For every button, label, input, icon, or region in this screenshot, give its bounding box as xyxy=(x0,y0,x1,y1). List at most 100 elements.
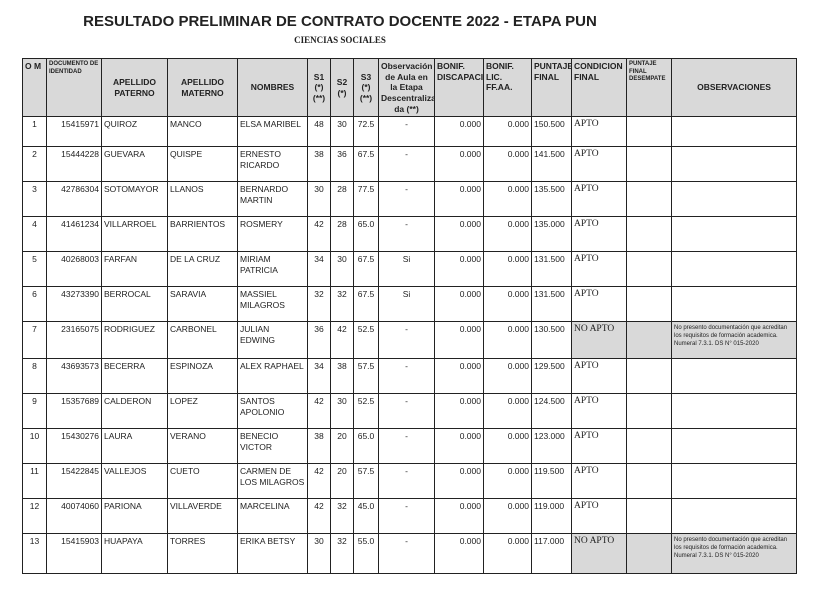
cell-puntaje-final: 117.000 xyxy=(531,533,572,575)
cell-observaciones xyxy=(671,463,797,500)
results-table: O M DOCUMENTO DE IDENTIDAD APELLIDO PATERN… xyxy=(22,57,797,575)
cell-apellido-materno: VERANO xyxy=(167,428,238,465)
col-documento-header: DOCUMENTO DE IDENTIDAD xyxy=(46,57,102,118)
cell-condicion-final: NO APTO xyxy=(571,321,627,360)
cell-nombres: BENECIO VICTOR xyxy=(237,428,308,465)
cell-s1: 42 xyxy=(307,393,331,430)
cell-s3: 67.5 xyxy=(353,251,379,288)
cell-puntaje-desempate xyxy=(626,358,672,395)
cell-s3: 67.5 xyxy=(353,146,379,183)
cell-observacion-aula: - xyxy=(378,498,435,535)
cell-apellido-paterno: HUAPAYA xyxy=(101,533,168,575)
cell-nombres: ALEX RAPHAEL xyxy=(237,358,308,395)
cell-bonif-discapacidad: 0.000 xyxy=(434,251,484,288)
cell-om: 12 xyxy=(22,498,47,535)
cell-nombres: SANTOS APOLONIO xyxy=(237,393,308,430)
table-row: 13 15415903 HUAPAYA TORRES ERIKA BETSY 30 32 55… xyxy=(22,533,797,575)
cell-apellido-paterno: LAURA xyxy=(101,428,168,465)
col-s3-header: S3 (*) (**) xyxy=(353,57,379,118)
cell-observacion-aula: - xyxy=(378,116,435,148)
cell-s2: 32 xyxy=(330,498,354,535)
cell-om: 8 xyxy=(22,358,47,395)
cell-om: 1 xyxy=(22,116,47,148)
cell-condicion-final: APTO xyxy=(571,216,627,253)
cell-bonif-discapacidad: 0.000 xyxy=(434,393,484,430)
cell-apellido-materno: ESPINOZA xyxy=(167,358,238,395)
cell-puntaje-desempate xyxy=(626,116,672,148)
cell-observaciones xyxy=(671,116,797,148)
cell-s2: 36 xyxy=(330,146,354,183)
cell-observaciones xyxy=(671,181,797,218)
cell-nombres: JULIAN EDWING xyxy=(237,321,308,360)
cell-condicion-final: APTO xyxy=(571,251,627,288)
cell-s3: 55.0 xyxy=(353,533,379,575)
cell-om: 13 xyxy=(22,533,47,575)
cell-puntaje-final: 131.500 xyxy=(531,251,572,288)
cell-bonif-ffaa: 0.000 xyxy=(483,321,532,360)
cell-observaciones xyxy=(671,216,797,253)
cell-nombres: ERIKA BETSY xyxy=(237,533,308,575)
cell-s2: 30 xyxy=(330,251,354,288)
cell-condicion-final: APTO xyxy=(571,286,627,323)
table-row: 10 15430276 LAURA VERANO BENECIO VICTOR 38 20 6… xyxy=(22,428,797,465)
cell-bonif-ffaa: 0.000 xyxy=(483,251,532,288)
cell-om: 5 xyxy=(22,251,47,288)
cell-bonif-discapacidad: 0.000 xyxy=(434,216,484,253)
col-apellido-materno-header: APELLIDO MATERNO xyxy=(167,57,238,118)
cell-observaciones xyxy=(671,286,797,323)
cell-apellido-materno: MANCO xyxy=(167,116,238,148)
col-observaciones-header: OBSERVACIONES xyxy=(671,57,797,118)
cell-apellido-materno: CUETO xyxy=(167,463,238,500)
table-row: 5 40268003 FARFAN DE LA CRUZ MIRIAM PATRICIA… xyxy=(22,251,797,288)
cell-puntaje-final: 129.500 xyxy=(531,358,572,395)
cell-bonif-discapacidad: 0.000 xyxy=(434,533,484,575)
cell-s3: 45.0 xyxy=(353,498,379,535)
cell-puntaje-final: 123.000 xyxy=(531,428,572,465)
cell-observacion-aula: - xyxy=(378,146,435,183)
cell-documento: 40074060 xyxy=(46,498,102,535)
table-row: 9 15357689 CALDERON LOPEZ SANTOS APOLONIO 42 3… xyxy=(22,393,797,430)
cell-puntaje-final: 119.000 xyxy=(531,498,572,535)
col-s2-header: S2 (*) xyxy=(330,57,354,118)
cell-bonif-ffaa: 0.000 xyxy=(483,216,532,253)
cell-apellido-paterno: GUEVARA xyxy=(101,146,168,183)
cell-s3: 57.5 xyxy=(353,358,379,395)
cell-bonif-discapacidad: 0.000 xyxy=(434,181,484,218)
cell-observacion-aula: - xyxy=(378,181,435,218)
cell-puntaje-desempate xyxy=(626,286,672,323)
document-title: RESULTADO PRELIMINAR DE CONTRATO DOCENTE… xyxy=(83,13,597,30)
cell-puntaje-final: 130.500 xyxy=(531,321,572,360)
cell-apellido-paterno: VILLARROEL xyxy=(101,216,168,253)
cell-apellido-paterno: VALLEJOS xyxy=(101,463,168,500)
table-row: 2 15444228 GUEVARA QUISPE ERNESTO RICARDO 38 3… xyxy=(22,146,797,183)
cell-s1: 36 xyxy=(307,321,331,360)
cell-apellido-paterno: QUIROZ xyxy=(101,116,168,148)
cell-nombres: BERNARDO MARTIN xyxy=(237,181,308,218)
cell-om: 7 xyxy=(22,321,47,360)
cell-documento: 15444228 xyxy=(46,146,102,183)
cell-puntaje-desempate xyxy=(626,393,672,430)
cell-s1: 34 xyxy=(307,251,331,288)
cell-puntaje-desempate xyxy=(626,216,672,253)
cell-observaciones xyxy=(671,358,797,395)
cell-puntaje-desempate xyxy=(626,463,672,500)
cell-observacion-aula: - xyxy=(378,428,435,465)
cell-puntaje-desempate xyxy=(626,321,672,360)
cell-s2: 28 xyxy=(330,216,354,253)
cell-s3: 52.5 xyxy=(353,321,379,360)
cell-s2: 20 xyxy=(330,463,354,500)
cell-observaciones xyxy=(671,393,797,430)
cell-puntaje-desempate xyxy=(626,146,672,183)
cell-om: 10 xyxy=(22,428,47,465)
cell-s1: 34 xyxy=(307,358,331,395)
cell-bonif-discapacidad: 0.000 xyxy=(434,358,484,395)
header-row: O M DOCUMENTO DE IDENTIDAD APELLIDO PATERN… xyxy=(22,57,797,118)
cell-apellido-materno: SARAVIA xyxy=(167,286,238,323)
col-condicion-final-header: CONDICION FINAL xyxy=(571,57,627,118)
cell-documento: 43693573 xyxy=(46,358,102,395)
cell-apellido-paterno: RODRIGUEZ xyxy=(101,321,168,360)
cell-observacion-aula: - xyxy=(378,533,435,575)
cell-nombres: ELSA MARIBEL xyxy=(237,116,308,148)
cell-documento: 23165075 xyxy=(46,321,102,360)
cell-apellido-materno: DE LA CRUZ xyxy=(167,251,238,288)
